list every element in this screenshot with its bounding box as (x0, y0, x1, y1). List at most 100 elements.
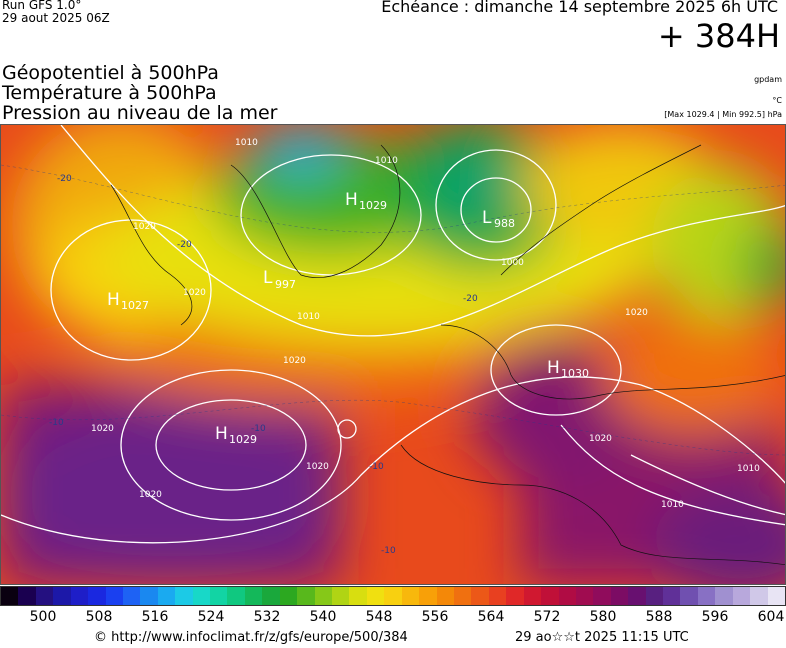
colorbar-tick-label: 580 (589, 609, 617, 625)
colorbar-swatch (53, 587, 71, 605)
colorbar-swatch (384, 587, 402, 605)
isobars (1, 125, 785, 544)
isobar-label: 1010 (235, 138, 258, 148)
colorbar-swatch (401, 587, 420, 605)
temperature-label: -20 (57, 174, 72, 184)
colorbar-swatch (575, 587, 594, 605)
isobar-label: 1020 (625, 308, 648, 318)
copyright-link[interactable]: © http://www.infoclimat.fr/z/gfs/europe/… (94, 630, 408, 645)
coastline-scandinavia (500, 144, 702, 276)
isobar (120, 369, 342, 521)
colorbar-tick-label: 604 (757, 609, 785, 625)
coastline-europe-north (440, 324, 785, 400)
isobar-label: 1010 (297, 312, 320, 322)
colorbar-swatch (715, 587, 733, 605)
colorbar-swatch (88, 587, 106, 605)
weather-map[interactable]: H 1029 L 988 L 997 H 1027 H 1030 H 1029 … (0, 124, 786, 585)
isobar-label: 1000 (501, 258, 524, 268)
temperature-label: -20 (177, 240, 192, 250)
isobar (240, 154, 422, 276)
colorbar-tick-label: 540 (309, 609, 337, 625)
colorbar-tick-label: 524 (197, 609, 225, 625)
colorbar-tick-label: 564 (477, 609, 505, 625)
pressure-center-letter: H (345, 190, 358, 210)
isobar-label: 1020 (283, 356, 306, 366)
isobar-labels: 1010 1010 1020 1020 1010 1000 1020 1020 … (91, 138, 760, 510)
isotherm (1, 399, 785, 456)
temperature-label: -10 (381, 546, 396, 556)
colorbar-swatch (314, 587, 333, 605)
isobar-label: 1010 (737, 464, 760, 474)
colorbar-swatch (523, 587, 542, 605)
colorbar-swatch (453, 587, 472, 605)
temperature-label: -10 (369, 462, 384, 472)
colorbar-swatch (279, 587, 298, 605)
pressure-center-labels: H 1029 L 988 L 997 H 1027 H 1030 H 1029 (107, 190, 589, 446)
colorbar-swatch (436, 587, 454, 605)
colorbar-swatch (506, 587, 524, 605)
colorbar-swatch (140, 587, 158, 605)
colorbar-tick-label: 588 (645, 609, 673, 625)
forecast-horizon: + 384H (657, 17, 780, 55)
pressure-center-letter: L (263, 268, 273, 288)
generated-timestamp: 29 ao☆☆t 2025 11:15 UTC (515, 630, 689, 645)
isobar (490, 324, 622, 416)
colorbar-tick-label: 548 (365, 609, 393, 625)
isobar (630, 454, 785, 516)
colorbar-swatch (628, 587, 646, 605)
colorbar-swatch (663, 587, 681, 605)
isobar (50, 219, 212, 361)
colorbar-swatch (1, 587, 19, 605)
colorbar-tick-label: 500 (29, 609, 57, 625)
colorbar-tick-label: 596 (701, 609, 729, 625)
colorbar-swatch (610, 587, 629, 605)
run-label: Run GFS 1.0° (2, 0, 82, 12)
isobar (560, 424, 785, 526)
isobar-label: 1020 (91, 424, 114, 434)
run-date: 29 aout 2025 06Z (2, 11, 110, 25)
colorbar-swatch (750, 587, 768, 605)
isobar (435, 149, 557, 261)
colorbar-swatch (244, 587, 263, 605)
temperature-label: -10 (251, 424, 266, 434)
temperature-label: -20 (463, 294, 478, 304)
colorbar-swatch (558, 587, 576, 605)
pressure-center-letter: L (482, 208, 492, 228)
map-canvas: H 1029 L 988 L 997 H 1027 H 1030 H 1029 … (1, 125, 785, 584)
colorbar-swatch (366, 587, 385, 605)
isobar (1, 376, 785, 544)
geopotential-colorbar (0, 586, 786, 606)
colorbar-tick-label: 508 (85, 609, 113, 625)
colorbar-swatch (175, 587, 193, 605)
colorbar-swatch (157, 587, 176, 605)
colorbar-swatch (105, 587, 123, 605)
colorbar-swatch (541, 587, 559, 605)
pressure-center-letter: H (547, 358, 560, 378)
colorbar-swatch (680, 587, 698, 605)
colorbar-swatch (332, 587, 350, 605)
colorbar-swatch (419, 587, 437, 605)
coastline-canada (110, 184, 193, 326)
isobar (460, 177, 532, 243)
pressure-center-value: 1029 (359, 199, 387, 212)
isobar-label: 1020 (183, 288, 206, 298)
colorbar-swatch (767, 587, 785, 605)
colorbar-swatch (593, 587, 611, 605)
colorbar-swatch (227, 587, 245, 605)
coastlines (110, 144, 785, 566)
colorbar-swatch (210, 587, 228, 605)
pressure-center-letter: H (107, 290, 120, 310)
temperature-label: -10 (49, 418, 64, 428)
isobar-label: 1020 (589, 434, 612, 444)
unit-temperature: °C (772, 96, 782, 105)
colorbar-tick-label: 516 (141, 609, 169, 625)
colorbar-swatch (645, 587, 664, 605)
title-pressure: Pression au niveau de la mer (2, 102, 278, 124)
colorbar-tick-label: 532 (253, 609, 281, 625)
pressure-center-value: 1030 (561, 367, 589, 380)
colorbar-swatch (70, 587, 89, 605)
isobar-label: 1020 (133, 222, 156, 232)
colorbar-swatch (732, 587, 751, 605)
colorbar-tick-label: 556 (421, 609, 449, 625)
isobar-label: 1020 (306, 462, 329, 472)
